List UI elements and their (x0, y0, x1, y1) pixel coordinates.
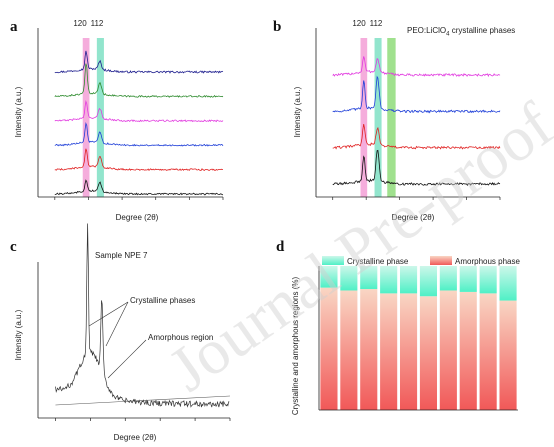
a-peak-label-120: 120 (73, 19, 87, 28)
c-axes (37, 262, 231, 421)
c-title: Sample NPE 7 (95, 251, 148, 260)
d-bar-crystalline-0 (320, 266, 338, 288)
d-legend: Crystalline phase Amorphous phase (322, 256, 520, 266)
d-bar-amorphous-9 (499, 300, 517, 410)
a-series-group (54, 50, 224, 196)
pa-band-112 (96, 38, 104, 197)
c-annotation-amorphous: Amorphous region (148, 333, 213, 342)
pa-series-line-4 (54, 148, 224, 172)
d-bar-amorphous-6 (439, 290, 457, 410)
pa-series-line-3 (54, 122, 224, 147)
c-xrd-line (55, 223, 230, 408)
d-bar-crystalline-5 (419, 266, 438, 297)
d-bar-crystalline-3 (380, 266, 398, 294)
c-x-axis-title: Degree (2θ) (114, 433, 157, 442)
d-bar-crystalline-8 (479, 266, 497, 294)
pa-series-line-1 (54, 63, 224, 98)
panel-letter-d: d (276, 239, 285, 255)
b-phase-label: PEO:LiClO4 crystalline phases (407, 26, 515, 38)
d-bar-amorphous-3 (380, 293, 398, 410)
a-peak-bands (82, 38, 104, 197)
b-y-axis-title: Intensity (a.u.) (293, 86, 302, 137)
pb-series-line-3 (332, 149, 501, 186)
pa-series-line-0 (54, 50, 224, 74)
a-peak-label-112: 112 (91, 19, 104, 28)
d-bar-amorphous-4 (399, 293, 418, 410)
b-peak-bands (360, 38, 396, 197)
pa-band-120 (82, 38, 90, 197)
panel-a-xrd-chart: 120 112 Degree (2θ) Intensity (a.u.) (14, 19, 224, 222)
d-bar-amorphous-5 (419, 296, 438, 410)
d-bar-amorphous-7 (459, 291, 477, 410)
c-series-group (55, 223, 231, 408)
d-bar-crystalline-1 (340, 266, 358, 291)
panel-b-xrd-chart: 120 112 PEO:LiClO4 crystalline phases De… (293, 19, 515, 222)
d-bar-crystalline-2 (360, 266, 378, 290)
a-axes (37, 28, 224, 200)
d-axes (318, 266, 518, 411)
c-arrow-1 (88, 301, 129, 327)
pb-series-line-2 (332, 124, 501, 150)
panel-letter-c: c (10, 239, 17, 255)
d-bar-crystalline-9 (499, 266, 517, 301)
d-bar-amorphous-1 (340, 290, 358, 410)
pa-series-line-2 (54, 100, 224, 123)
panel-letter-b: b (273, 19, 281, 35)
b-x-axis-title: Degree (2θ) (392, 213, 435, 222)
d-bar-crystalline-4 (399, 266, 418, 294)
d-y-axis-title: Crystalline and amorphous regions (%) (291, 277, 300, 416)
pb-series-line-0 (332, 56, 501, 78)
pa-series-line-5 (54, 179, 224, 196)
c-arrow-2 (105, 301, 129, 347)
panel-d-stacked-bar-chart: Crystalline phase Amorphous phase Crysta… (291, 256, 520, 415)
pb-band-peo (387, 38, 396, 197)
d-bar-amorphous-2 (360, 289, 378, 410)
panel-c-xrd-chart: Sample NPE 7 Crystalline phases Amorphou… (14, 223, 231, 442)
pb-band-112 (374, 38, 382, 197)
b-series-group (332, 56, 501, 186)
c-arrow-3 (107, 339, 147, 379)
pb-band-120 (360, 38, 368, 197)
a-x-axis-title: Degree (2θ) (116, 213, 159, 222)
b-peak-label-112: 112 (370, 19, 383, 28)
b-peak-label-120: 120 (352, 19, 366, 28)
d-legend-label-amorphous: Amorphous phase (455, 257, 520, 266)
d-bar-crystalline-7 (459, 266, 477, 292)
d-bar-amorphous-8 (479, 293, 497, 410)
d-bars-group (320, 266, 517, 410)
d-legend-swatch-crystalline (322, 256, 344, 265)
c-annotation-arrows (88, 301, 147, 379)
d-bar-amorphous-0 (320, 287, 338, 410)
d-legend-label-crystalline: Crystalline phase (347, 257, 409, 266)
a-y-axis-title: Intensity (a.u.) (14, 86, 23, 137)
d-legend-swatch-amorphous (430, 256, 452, 265)
c-baseline (55, 395, 231, 406)
b-axes (315, 28, 501, 200)
panel-letter-a: a (10, 19, 18, 35)
c-annotation-crystalline: Crystalline phases (130, 296, 195, 305)
c-y-axis-title: Intensity (a.u.) (14, 309, 23, 360)
pb-series-line-1 (332, 75, 501, 114)
d-bar-crystalline-6 (439, 266, 457, 291)
